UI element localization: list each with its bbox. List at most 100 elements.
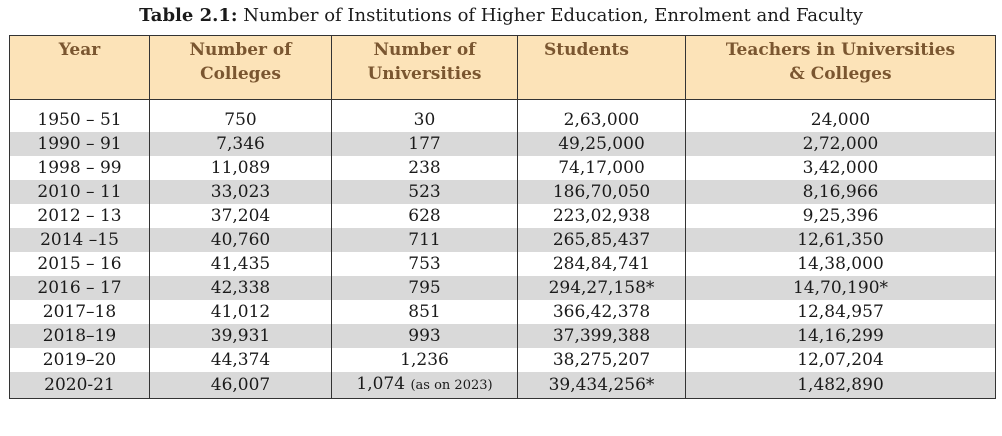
cell-universities: 177 [331,132,518,156]
table-body: 1950 – 51 750 30 2,63,000 24,000 1990 – 91 7,3… [9,99,996,399]
cell-year-value: 1950 – 51 [37,110,122,130]
cell-teachers-value: 12,84,957 [797,302,884,322]
cell-teachers-value: 9,25,396 [802,206,879,226]
universities-note: (as on 2023) [410,378,493,393]
cell-students: 74,17,000 [517,156,686,180]
cell-colleges-value: 33,023 [210,182,271,202]
table-row: 2014 –15 40,760 711 265,85,437 12,61,350 [9,228,996,252]
cell-students: 37,399,388 [517,324,686,348]
cell-students-value: 49,25,000 [558,134,645,154]
cell-colleges-value: 7,346 [216,134,265,154]
cell-students: 223,02,938 [517,204,686,228]
cell-year: 2018–19 [9,324,150,348]
cell-year-value: 1990 – 91 [37,134,122,154]
cell-colleges: 11,089 [149,156,332,180]
cell-universities-value: 523 [408,182,441,202]
higher-education-table: Year Number of Colleges Number of Univer… [9,35,996,399]
cell-year: 2020-21 [9,372,150,399]
table-row: 2018–19 39,931 993 37,399,388 14,16,299 [9,324,996,348]
cell-colleges: 41,435 [149,252,332,276]
cell-universities: 711 [331,228,518,252]
cell-teachers-value: 8,16,966 [802,182,879,202]
cell-teachers: 12,61,350 [685,228,996,252]
table-row: 2010 – 11 33,023 523 186,70,050 8,16,966 [9,180,996,204]
cell-universities-value: 238 [408,158,441,178]
cell-year: 2015 – 16 [9,252,150,276]
header-students: Students [517,35,686,100]
table-row: 1998 – 99 11,089 238 74,17,000 3,42,000 [9,156,996,180]
cell-universities: 238 [331,156,518,180]
table-row: 2015 – 16 41,435 753 284,84,741 14,38,000 [9,252,996,276]
cell-universities-value: 753 [408,254,441,274]
cell-year: 2012 – 13 [9,204,150,228]
table-caption: Table 2.1: Number of Institutions of Hig… [0,0,1002,30]
cell-universities: 851 [331,300,518,324]
cell-teachers-value: 12,61,350 [797,230,884,250]
cell-students: 284,84,741 [517,252,686,276]
cell-teachers: 3,42,000 [685,156,996,180]
cell-teachers: 12,07,204 [685,348,996,372]
header-colleges: Number of Colleges [149,35,332,100]
cell-students: 186,70,050 [517,180,686,204]
table-row: 2019–20 44,374 1,236 38,275,207 12,07,204 [9,348,996,372]
header-line: Universities [367,64,482,84]
cell-year: 1990 – 91 [9,132,150,156]
cell-students: 2,63,000 [517,99,686,132]
cell-teachers-value: 1,482,890 [797,375,884,395]
cell-colleges: 37,204 [149,204,332,228]
cell-teachers-value: 14,16,299 [797,326,884,346]
cell-colleges: 42,338 [149,276,332,300]
header-line: Colleges [200,64,281,84]
cell-teachers: 14,70,190* [685,276,996,300]
cell-universities: 795 [331,276,518,300]
cell-year: 2016 – 17 [9,276,150,300]
cell-teachers-value: 3,42,000 [802,158,879,178]
table-row: 2020-21 46,007 1,074 (as on 2023) 39,434,25… [9,372,996,399]
cell-colleges-value: 42,338 [210,278,271,298]
cell-students: 366,42,378 [517,300,686,324]
cell-year: 2014 –15 [9,228,150,252]
cell-students-value: 186,70,050 [552,182,651,202]
cell-colleges: 750 [149,99,332,132]
cell-universities-value: 30 [413,110,436,130]
cell-universities-value: 1,074 [356,374,406,394]
cell-colleges: 41,012 [149,300,332,324]
table-row: 2016 – 17 42,338 795 294,27,158* 14,70,190* [9,276,996,300]
cell-year: 2019–20 [9,348,150,372]
cell-students: 265,85,437 [517,228,686,252]
table-title: Number of Institutions of Higher Educati… [243,5,863,26]
cell-year: 1950 – 51 [9,99,150,132]
cell-universities-value: 628 [408,206,441,226]
cell-colleges-value: 46,007 [210,375,271,395]
cell-students-value: 38,275,207 [552,350,651,370]
cell-year-value: 2012 – 13 [37,206,122,226]
cell-teachers: 14,38,000 [685,252,996,276]
cell-colleges-value: 44,374 [210,350,271,370]
cell-universities: 523 [331,180,518,204]
cell-universities-value: 1,236 [400,350,449,370]
cell-students-value: 2,63,000 [563,110,640,130]
cell-year-value: 1998 – 99 [37,158,122,178]
cell-year: 1998 – 99 [9,156,150,180]
cell-teachers: 2,72,000 [685,132,996,156]
cell-universities: 1,236 [331,348,518,372]
cell-teachers: 1,482,890 [685,372,996,399]
cell-colleges: 44,374 [149,348,332,372]
cell-students-value: 74,17,000 [558,158,645,178]
cell-students: 38,275,207 [517,348,686,372]
table-row: 1990 – 91 7,346 177 49,25,000 2,72,000 [9,132,996,156]
cell-colleges: 33,023 [149,180,332,204]
cell-students-value: 284,84,741 [552,254,651,274]
cell-colleges-value: 37,204 [210,206,271,226]
cell-universities-value: 851 [408,302,441,322]
header-line: Number of [189,40,292,60]
cell-colleges: 46,007 [149,372,332,399]
cell-teachers: 14,16,299 [685,324,996,348]
cell-teachers: 12,84,957 [685,300,996,324]
cell-students-value: 37,399,388 [552,326,651,346]
header-line: Number of [373,40,476,60]
cell-universities: 1,074 (as on 2023) [331,372,518,399]
cell-universities: 993 [331,324,518,348]
cell-teachers-value: 14,70,190* [792,278,889,298]
cell-students-value: 223,02,938 [552,206,651,226]
